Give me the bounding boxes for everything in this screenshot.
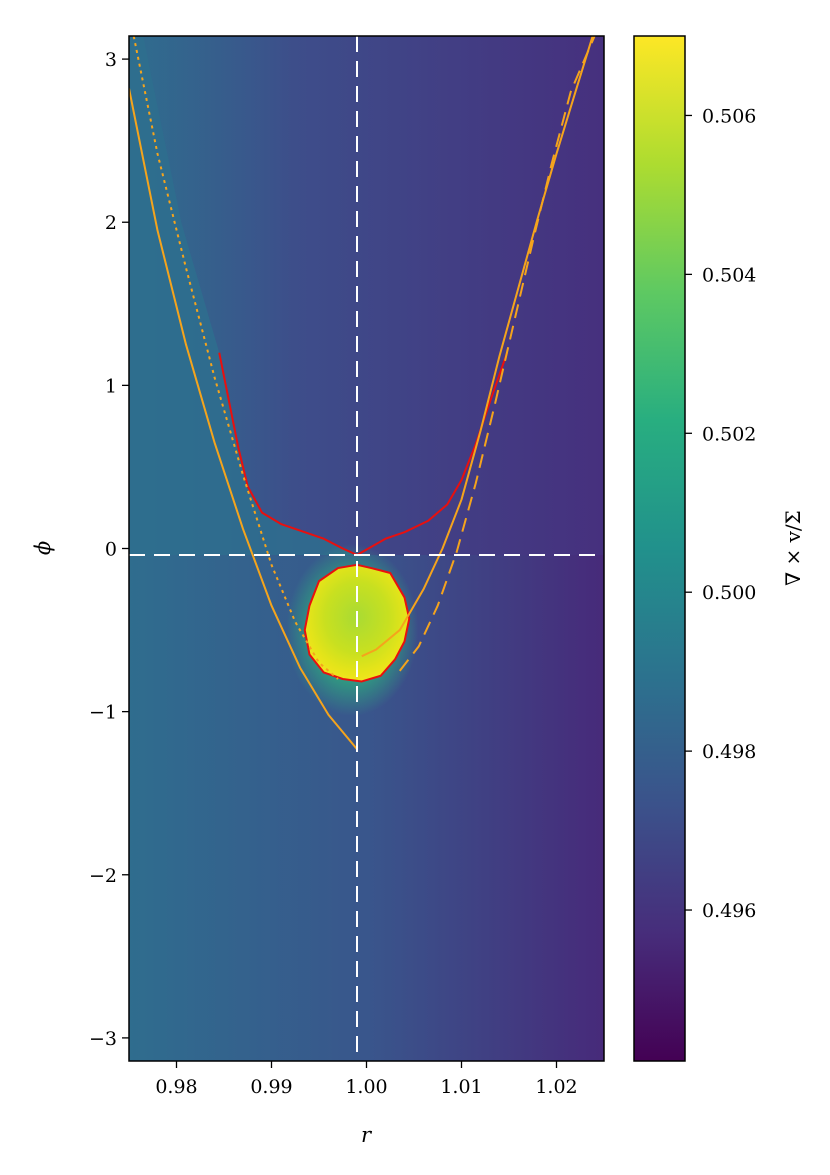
y-tick-label: −3 [89,1028,117,1050]
colorbar-tick-label: 0.496 [702,900,756,922]
colorbar-tick-label: 0.502 [702,423,756,445]
field-wedge-region [129,36,357,556]
curve-6 [398,36,596,672]
y-tick-label: 3 [105,49,117,71]
curve-2 [303,563,411,683]
colorbar [633,35,686,1062]
x-axis-label: r [361,1123,373,1147]
colorbar-tick-label: 0.504 [702,264,756,286]
colorbar-ticks: 0.506 0.504 0.502 0.500 0.498 0.496 [685,105,756,922]
plot-area [129,36,604,1061]
y-tick-label: 1 [105,375,117,397]
y-tick-label: 0 [105,539,117,561]
y-tick-label: −2 [89,865,117,887]
x-tick-label: 1.02 [535,1076,577,1098]
y-axis-label: ϕ [31,541,55,555]
colorbar-tick-label: 0.498 [702,741,756,763]
colorbar-tick-label: 0.500 [702,582,756,604]
curve-4 [361,36,594,658]
y-tick-label: −1 [89,702,117,724]
x-tick-label: 0.98 [155,1076,197,1098]
x-tick-label: 1.01 [440,1076,482,1098]
colorbar-tick-label: 0.506 [702,105,756,127]
curve-5 [132,36,339,680]
curve-3 [129,88,358,750]
y-tick-label: 2 [105,212,117,234]
x-axis: 0.98 0.99 1.00 1.01 1.02 [155,1061,578,1098]
x-tick-label: 1.00 [345,1076,387,1098]
colorbar-label: ∇ × v/Σ [781,510,805,586]
y-axis: 3 2 1 0 −1 −2 −3 [89,49,129,1050]
x-tick-label: 0.99 [250,1076,292,1098]
curve-1 [218,352,509,557]
